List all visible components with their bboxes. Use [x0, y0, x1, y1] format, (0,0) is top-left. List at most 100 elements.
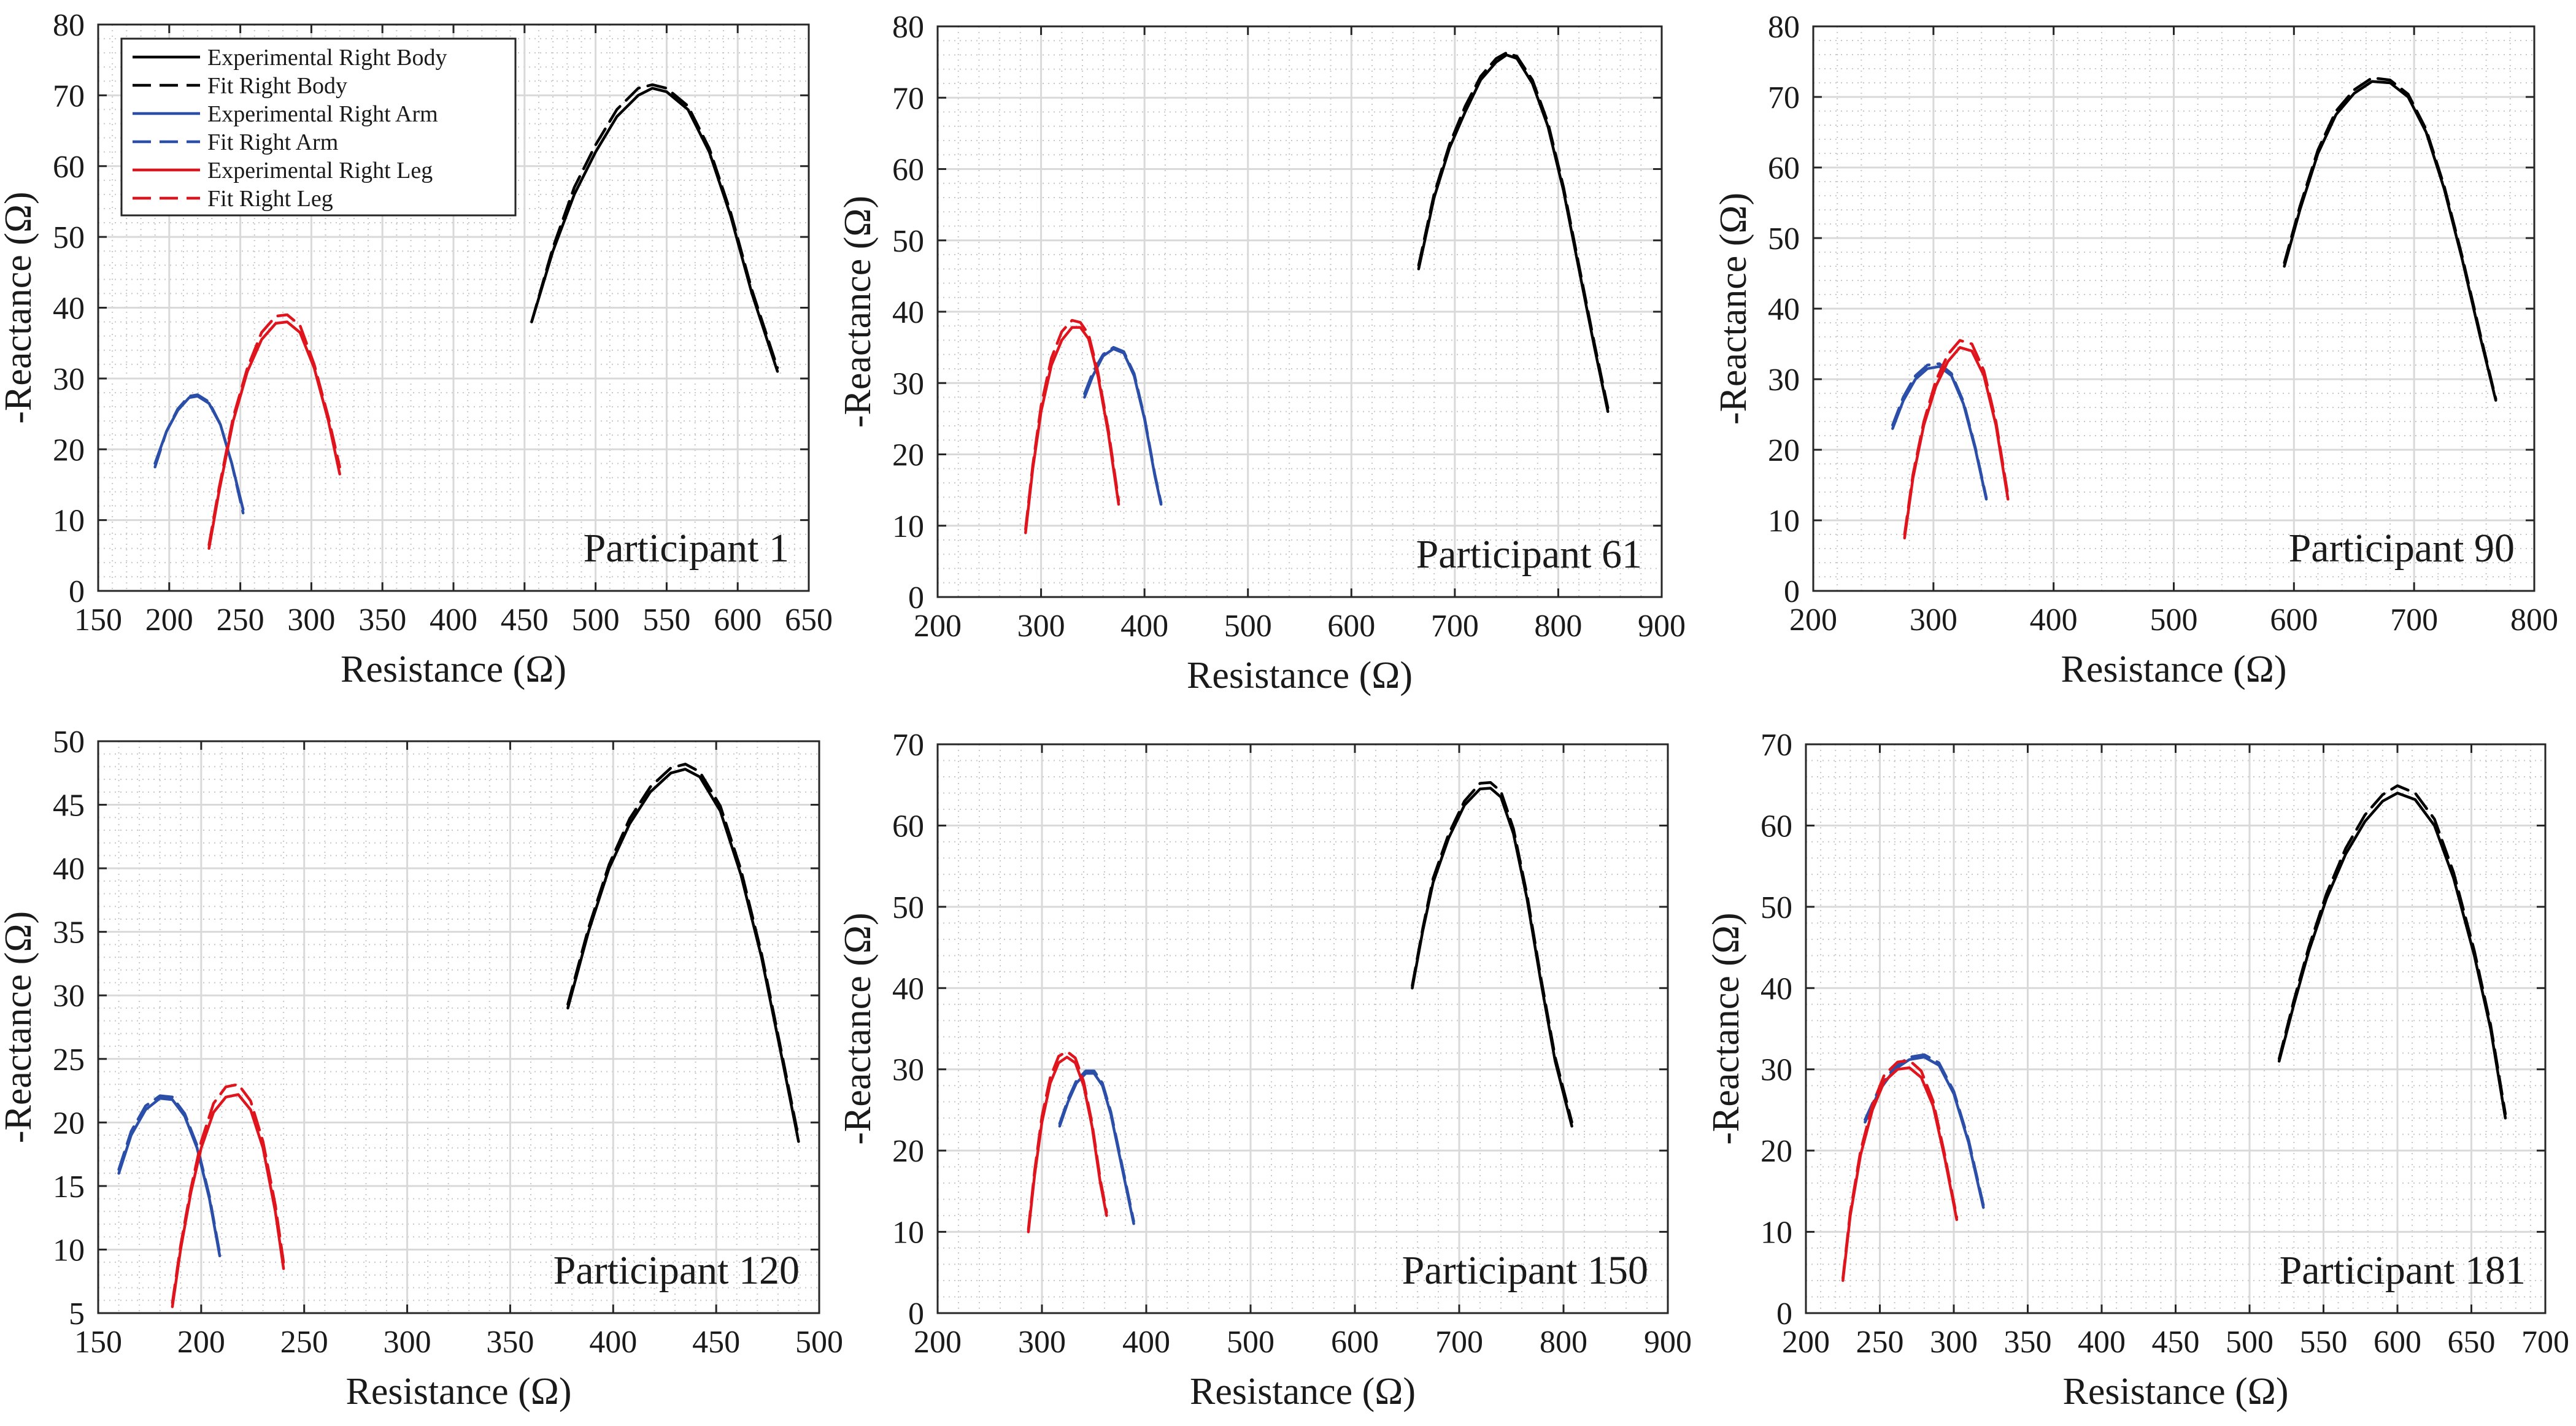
y-tick-label: 50: [1760, 890, 1792, 925]
chart-panel-4: 150 200 250 300 350 400 450 500 5 10 15 20 25 30 35 40 4…: [0, 725, 843, 1413]
y-tick-label: 20: [1768, 433, 1800, 468]
x-tick-label: 200: [1782, 1325, 1830, 1360]
y-tick-label: 0: [908, 580, 924, 615]
x-tick-label: 700: [1431, 609, 1479, 644]
y-tick-label: 0: [1776, 1297, 1792, 1332]
series-fit-right-arm: [117, 1094, 222, 1255]
x-axis-title: Resistance (Ω): [1190, 1371, 1416, 1413]
y-tick-label: 20: [1760, 1134, 1792, 1169]
x-axis-title: Resistance (Ω): [2061, 649, 2286, 690]
x-tick-label: 400: [2030, 603, 2078, 638]
y-tick-label: 80: [1768, 10, 1800, 45]
y-tick-label: 60: [1760, 809, 1792, 844]
x-tick-label: 800: [2510, 603, 2558, 638]
y-tick-label: 70: [1760, 728, 1792, 763]
x-tick-label: 550: [2300, 1325, 2348, 1360]
series-fit-right-leg: [1024, 318, 1120, 531]
y-tick-label: 30: [892, 1053, 924, 1088]
x-tick-label: 400: [2078, 1325, 2126, 1360]
participant-label: Participant 181: [2280, 1248, 2526, 1293]
x-axis-title: Resistance (Ω): [1187, 655, 1413, 696]
x-tick-label: 200: [177, 1325, 225, 1360]
series-group: [1024, 51, 1610, 534]
y-tick-label: 70: [53, 79, 85, 114]
series-fit-right-body: [530, 83, 779, 369]
series-group: [117, 763, 800, 1308]
y-tick-label: 50: [892, 890, 924, 925]
legend-entry: Experimental Right Arm: [207, 101, 438, 127]
x-tick-label: 450: [692, 1325, 740, 1360]
legend-entry: Fit Right Leg: [207, 186, 333, 212]
participant-label: Participant 150: [1402, 1248, 1648, 1293]
participant-label: Participant 120: [553, 1248, 800, 1293]
x-tick-label: 300: [384, 1325, 431, 1360]
series-fit-right-body: [2277, 784, 2507, 1116]
y-tick-label: 5: [69, 1297, 85, 1332]
x-tick-label: 250: [280, 1325, 328, 1360]
x-tick-label: 200: [914, 1325, 962, 1360]
y-tick-label: 70: [892, 81, 924, 116]
y-tick-label: 70: [892, 728, 924, 763]
y-tick-label: 50: [892, 224, 924, 259]
x-tick-label: 400: [430, 603, 477, 638]
series-fit-right-body: [1411, 780, 1573, 1124]
series-fit-right-leg: [207, 313, 341, 547]
x-tick-label: 150: [74, 1325, 122, 1360]
y-tick-label: 60: [892, 153, 924, 188]
panels: 150 200 250 300 350 400 450 500 550 600 6500102030…: [0, 8, 2569, 1413]
x-tick-label: 350: [486, 1325, 534, 1360]
x-tick-label: 650: [2448, 1325, 2496, 1360]
x-axis-title: Resistance (Ω): [2062, 1371, 2288, 1413]
x-tick-label: 450: [501, 603, 549, 638]
y-tick-label: 10: [53, 1233, 85, 1268]
y-tick-label: 50: [53, 725, 85, 760]
chart-panel-2: 200 300 400 500 600 700 800 900 0 10 20 30 40 50 60 70 8…: [837, 10, 1686, 696]
y-tick-label: 20: [53, 1106, 85, 1141]
series-fit-right-leg: [1903, 339, 2010, 536]
y-axis-title: -Reactance (Ω): [0, 911, 39, 1143]
y-axis-title: -Reactance (Ω): [0, 191, 39, 423]
y-tick-label: 60: [53, 150, 85, 185]
x-tick-label: 250: [217, 603, 264, 638]
x-tick-label: 600: [714, 603, 762, 638]
x-tick-label: 300: [1018, 1325, 1066, 1360]
x-tick-label: 450: [2152, 1325, 2200, 1360]
x-tick-label: 500: [2226, 1325, 2273, 1360]
y-tick-label: 0: [1784, 574, 1800, 609]
chart-panel-3: 200 300 400 500 600 700 800 0 10 20 30 40 50 60 70 80 Re…: [1713, 10, 2558, 690]
x-tick-label: 200: [1789, 603, 1837, 638]
x-tick-label: 200: [914, 609, 962, 644]
y-tick-label: 60: [892, 809, 924, 844]
legend-entry: Fit Right Arm: [207, 129, 338, 155]
series-fit-right-body: [2283, 76, 2497, 401]
x-tick-label: 150: [74, 603, 122, 638]
y-tick-label: 40: [53, 291, 85, 326]
y-tick-label: 20: [892, 1134, 924, 1169]
series-fit-right-arm: [1058, 1070, 1135, 1223]
x-tick-label: 650: [785, 603, 833, 638]
x-tick-label: 500: [1227, 1325, 1275, 1360]
x-tick-label: 700: [2521, 1325, 2569, 1360]
y-tick-label: 10: [892, 509, 924, 544]
legend-box: [120, 37, 517, 217]
y-tick-label: 80: [53, 8, 85, 43]
x-tick-label: 250: [1856, 1325, 1904, 1360]
y-axis-title: -Reactance (Ω): [837, 196, 879, 428]
y-axis-title: -Reactance (Ω): [1705, 912, 1747, 1144]
y-tick-label: 25: [53, 1043, 85, 1077]
y-tick-label: 30: [53, 979, 85, 1014]
y-tick-label: 40: [892, 295, 924, 330]
y-tick-label: 50: [53, 220, 85, 255]
y-tick-label: 30: [892, 366, 924, 401]
x-tick-label: 800: [1540, 1325, 1587, 1360]
x-tick-label: 600: [1331, 1325, 1379, 1360]
y-tick-label: 40: [892, 971, 924, 1006]
legend-entry: Fit Right Body: [207, 73, 347, 99]
legend-entry: Experimental Right Body: [207, 45, 447, 71]
legend-entry: Experimental Right Leg: [207, 158, 433, 183]
participant-label: Participant 90: [2289, 526, 2515, 571]
y-tick-label: 40: [1760, 971, 1792, 1006]
x-tick-label: 350: [2004, 1325, 2052, 1360]
y-tick-label: 10: [1768, 504, 1800, 539]
